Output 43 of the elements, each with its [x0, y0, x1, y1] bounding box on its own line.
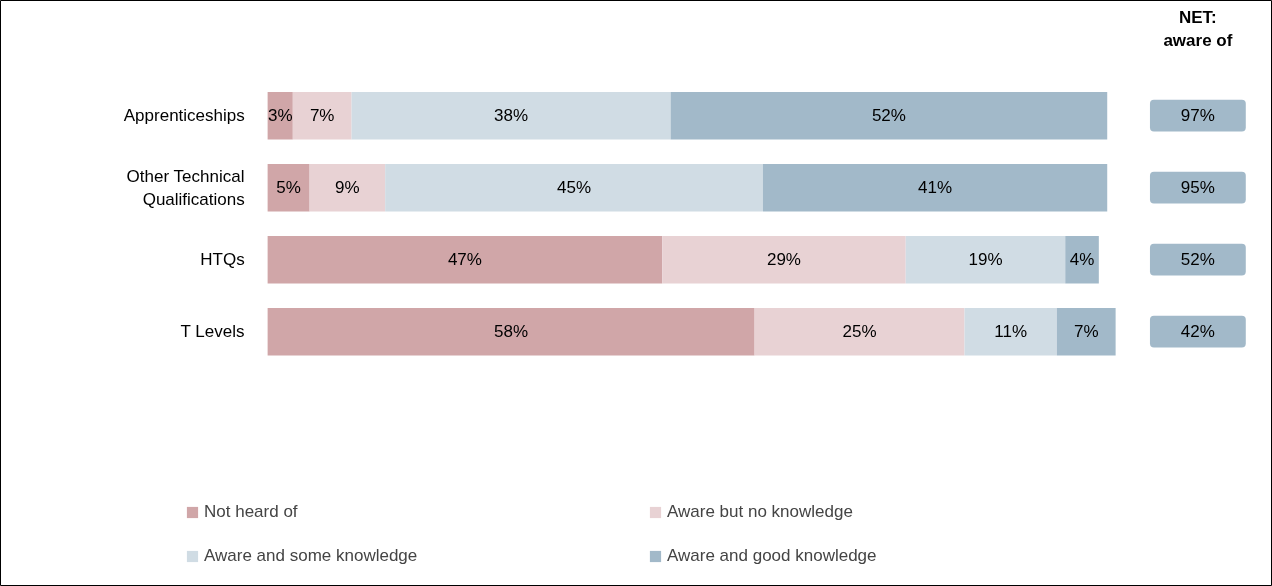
- text: 42%: [1180, 322, 1215, 342]
- bar: [670, 91, 1108, 140]
- bar: [309, 163, 386, 212]
- data-label: 11%: [994, 322, 1028, 342]
- bar: [385, 163, 763, 212]
- bar: [267, 163, 310, 212]
- bar: [292, 91, 352, 140]
- bar: [267, 307, 755, 356]
- data-label: 45%: [557, 178, 592, 198]
- text: 95%: [1180, 178, 1215, 198]
- data-label: 4%: [1069, 250, 1095, 270]
- bar: [762, 163, 1108, 212]
- bar: [351, 91, 671, 140]
- data-label: 52%: [871, 106, 906, 126]
- legend-label: Not heard of: [204, 502, 299, 522]
- data-label: 5%: [276, 178, 301, 198]
- data-label: 9%: [335, 178, 360, 198]
- y-tick-label: Other Technical Qualifications: [126, 166, 245, 209]
- data-label: 47%: [447, 250, 482, 270]
- bar: [964, 307, 1057, 356]
- bar: [905, 235, 1066, 284]
- text: 52%: [1180, 250, 1215, 270]
- data-label: 58%: [494, 322, 529, 342]
- bar: [754, 307, 965, 356]
- data-label: 38%: [494, 106, 529, 126]
- text: NET: aware of: [1163, 8, 1233, 51]
- data-label: 25%: [842, 322, 877, 342]
- bar: [1056, 307, 1116, 356]
- data-label: 7%: [1073, 322, 1099, 342]
- y-tick-label: T Levels: [180, 322, 245, 342]
- y-tick-label: HTQs: [200, 250, 245, 270]
- data-label: 19%: [968, 250, 1003, 270]
- legend-label: Aware but no knowledge: [667, 502, 854, 522]
- y-tick-label: Apprenticeships: [123, 106, 245, 126]
- bar: [662, 235, 906, 284]
- legend-label: Aware and good knowledge: [667, 546, 878, 566]
- data-label: 41%: [918, 178, 953, 198]
- legend-label: Aware and some knowledge: [204, 546, 419, 566]
- data-label: 3%: [267, 106, 293, 126]
- data-label: 7%: [309, 106, 335, 126]
- data-label: 29%: [766, 250, 801, 270]
- bar: [267, 235, 663, 284]
- text: 97%: [1180, 106, 1215, 126]
